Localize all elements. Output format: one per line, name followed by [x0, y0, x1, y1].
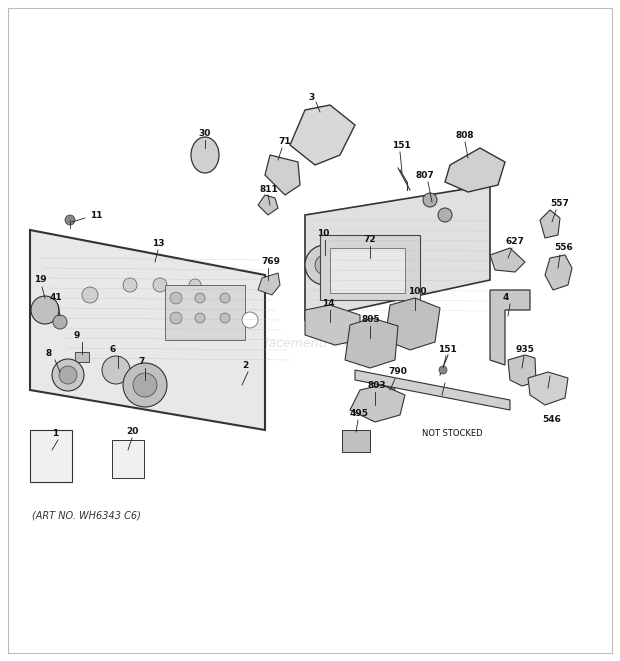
Polygon shape	[258, 273, 280, 295]
Polygon shape	[540, 210, 560, 238]
Polygon shape	[490, 248, 525, 272]
Polygon shape	[30, 230, 265, 430]
Circle shape	[439, 366, 447, 374]
Polygon shape	[345, 318, 398, 368]
Text: 790: 790	[388, 368, 407, 377]
Polygon shape	[528, 372, 568, 405]
Circle shape	[220, 293, 230, 303]
Text: 495: 495	[350, 408, 369, 418]
Circle shape	[123, 363, 167, 407]
Polygon shape	[265, 155, 300, 195]
Polygon shape	[258, 195, 278, 215]
Text: 935: 935	[516, 344, 535, 354]
Circle shape	[82, 287, 98, 303]
Text: 20: 20	[126, 428, 138, 436]
Circle shape	[195, 313, 205, 323]
Text: 9: 9	[74, 332, 81, 340]
Circle shape	[153, 278, 167, 292]
Text: NOT STOCKED: NOT STOCKED	[422, 428, 482, 438]
Polygon shape	[490, 290, 530, 365]
Text: 151: 151	[392, 141, 410, 151]
Text: 2: 2	[242, 362, 248, 371]
Circle shape	[123, 278, 137, 292]
Bar	[342, 430, 370, 452]
Text: 627: 627	[506, 237, 525, 245]
Text: 3: 3	[308, 93, 314, 102]
Polygon shape	[445, 148, 505, 192]
Ellipse shape	[191, 137, 219, 173]
Text: 100: 100	[408, 286, 427, 295]
Polygon shape	[508, 355, 536, 386]
Circle shape	[133, 373, 157, 397]
Text: 6: 6	[110, 346, 117, 354]
Text: 807: 807	[416, 171, 435, 180]
Circle shape	[189, 279, 201, 291]
Text: 811: 811	[260, 186, 279, 194]
Bar	[165, 285, 245, 340]
Text: 4: 4	[503, 293, 510, 301]
Polygon shape	[305, 305, 360, 345]
Circle shape	[305, 245, 345, 285]
Circle shape	[59, 366, 77, 384]
Polygon shape	[545, 255, 572, 290]
Bar	[30, 430, 72, 482]
Text: 30: 30	[198, 130, 210, 139]
Polygon shape	[355, 370, 510, 410]
Circle shape	[423, 193, 437, 207]
Text: 769: 769	[261, 258, 280, 266]
Circle shape	[170, 292, 182, 304]
Text: 19: 19	[34, 276, 46, 284]
Bar	[75, 352, 89, 362]
Text: (ART NO. WH6343 C6): (ART NO. WH6343 C6)	[32, 510, 141, 520]
Circle shape	[242, 312, 258, 328]
Circle shape	[385, 385, 395, 395]
Text: 805: 805	[362, 315, 381, 323]
Text: 13: 13	[152, 239, 164, 247]
Text: 71: 71	[278, 137, 291, 147]
Bar	[320, 235, 420, 300]
Text: 803: 803	[367, 381, 386, 391]
Text: 14: 14	[322, 299, 335, 309]
Circle shape	[315, 255, 335, 275]
Text: 10: 10	[317, 229, 329, 239]
Circle shape	[220, 313, 230, 323]
Circle shape	[53, 315, 67, 329]
Text: 1: 1	[52, 430, 58, 438]
Circle shape	[65, 215, 75, 225]
Polygon shape	[385, 298, 440, 350]
Text: 11: 11	[90, 210, 102, 219]
Circle shape	[438, 208, 452, 222]
Circle shape	[31, 296, 59, 324]
Circle shape	[195, 293, 205, 303]
Polygon shape	[290, 105, 355, 165]
Circle shape	[170, 312, 182, 324]
Text: 546: 546	[542, 416, 561, 424]
Text: 151: 151	[438, 344, 457, 354]
Text: 7: 7	[138, 356, 144, 366]
Circle shape	[52, 359, 84, 391]
Bar	[330, 248, 405, 293]
Text: 72: 72	[363, 235, 376, 245]
Circle shape	[102, 356, 130, 384]
Text: 41: 41	[50, 293, 63, 303]
Polygon shape	[350, 385, 405, 422]
Text: 556: 556	[554, 243, 573, 253]
Text: 8: 8	[46, 350, 52, 358]
Text: 808: 808	[455, 132, 474, 141]
Bar	[112, 440, 144, 478]
Text: eReplacementParts.com: eReplacementParts.com	[234, 337, 386, 350]
Text: 557: 557	[550, 198, 569, 208]
Polygon shape	[305, 185, 490, 320]
